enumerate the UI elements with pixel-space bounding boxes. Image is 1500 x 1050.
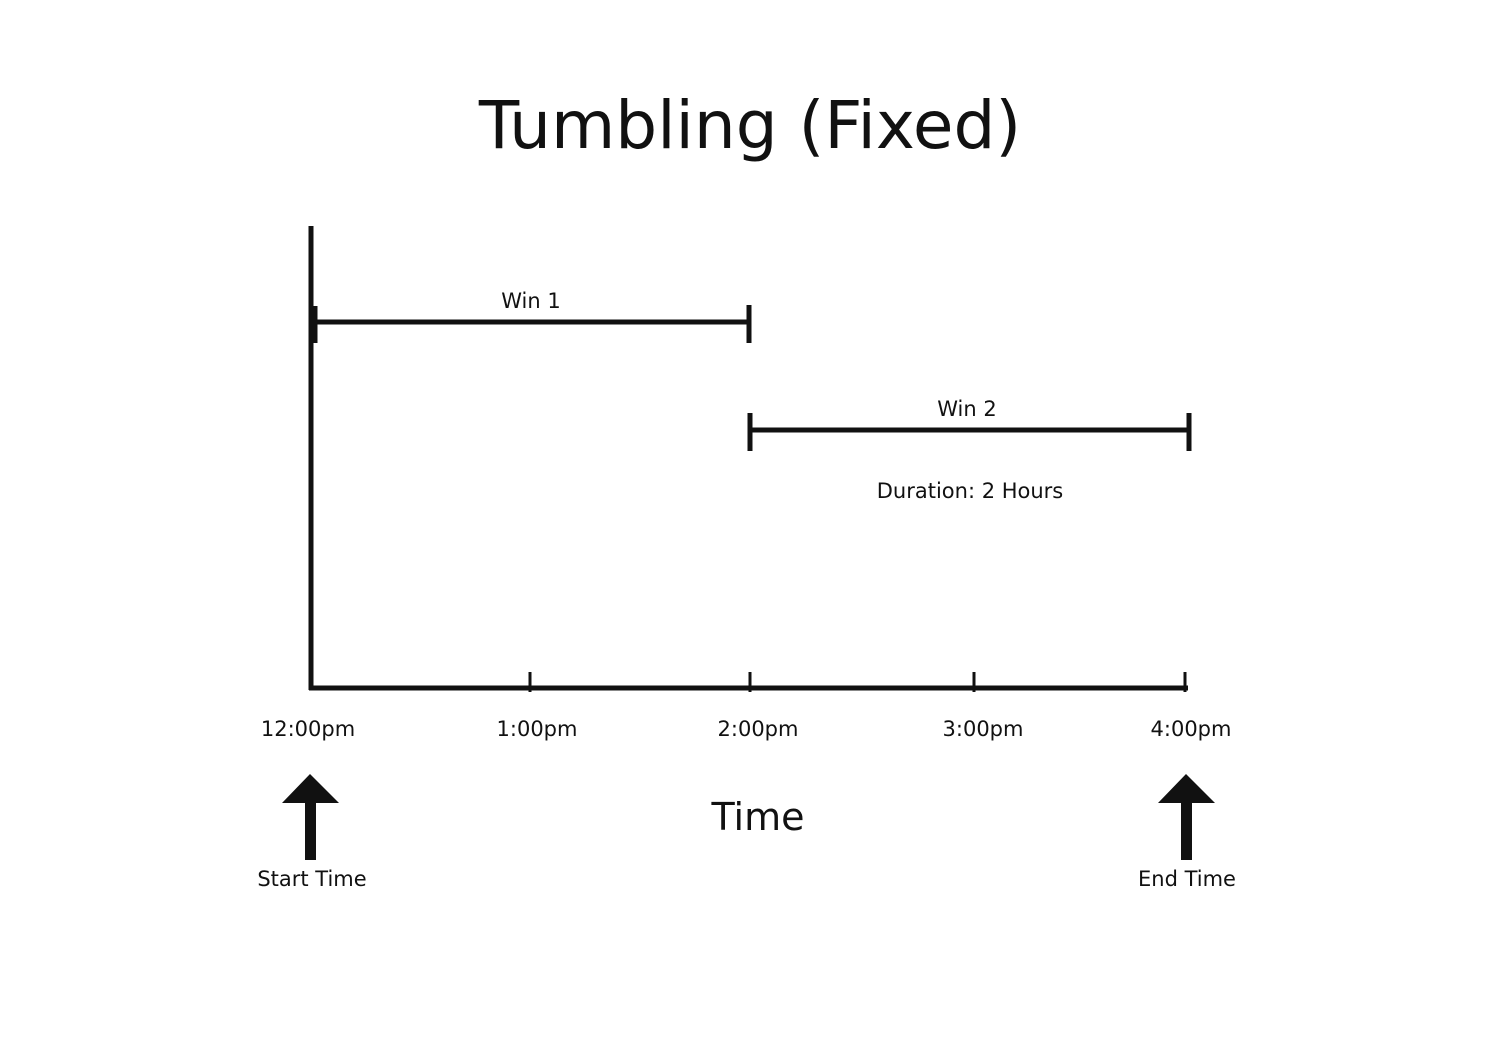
end-time-label: End Time [1138, 867, 1236, 891]
tick-labels: 12:00pm 1:00pm 2:00pm 3:00pm 4:00pm [261, 717, 1232, 741]
window-1: Win 1 [312, 289, 752, 343]
tick-label-12pm: 12:00pm [261, 717, 355, 741]
tick-marks [528, 672, 1187, 692]
end-arrow-head-icon [1158, 774, 1215, 803]
start-time-label: Start Time [257, 867, 366, 891]
duration-label: Duration: 2 Hours [877, 479, 1064, 503]
end-arrow-shaft [1181, 801, 1192, 860]
window-2-label: Win 2 [937, 397, 996, 421]
tick-label-2pm: 2:00pm [718, 717, 799, 741]
window-2: Win 2 [747, 397, 1192, 451]
diagram-title: Tumbling (Fixed) [478, 87, 1021, 164]
start-time-marker: Start Time [257, 774, 367, 891]
tick-label-4pm: 4:00pm [1151, 717, 1232, 741]
start-arrow-head-icon [282, 774, 339, 803]
end-time-marker: End Time [1138, 774, 1236, 891]
start-arrow-shaft [305, 801, 316, 860]
tick-label-3pm: 3:00pm [943, 717, 1024, 741]
tick-label-1pm: 1:00pm [497, 717, 578, 741]
x-axis-title: Time [711, 795, 805, 839]
window-1-label: Win 1 [501, 289, 560, 313]
